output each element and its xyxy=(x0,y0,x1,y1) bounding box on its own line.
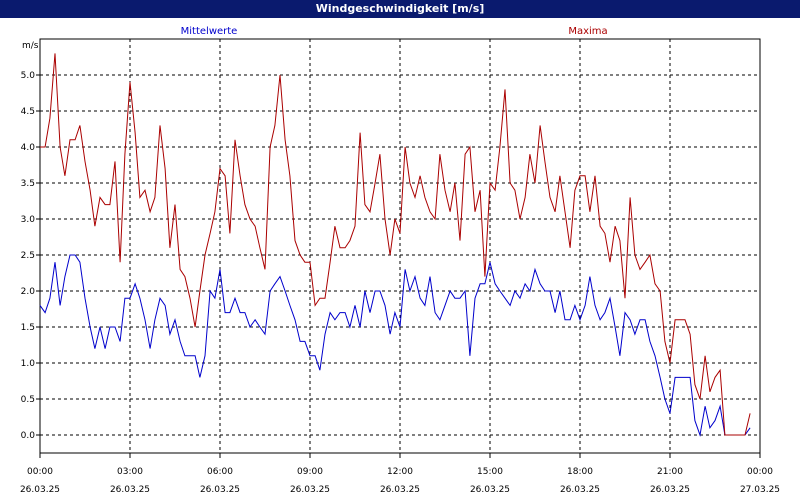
x-tick-date: 26.03.25 xyxy=(380,485,420,495)
x-tick-time: 18:00 xyxy=(567,467,593,477)
y-tick-label: 2.5 xyxy=(21,251,35,261)
y-tick-label: 3.5 xyxy=(21,179,35,189)
y-axis-label: m/s xyxy=(22,41,39,51)
x-tick-time: 09:00 xyxy=(297,467,323,477)
y-tick-label: 1.5 xyxy=(21,323,35,333)
series-lines xyxy=(39,53,751,437)
y-axis-ticks: 0.0 0.5 1.0 1.5 2.0 2.5 3.0 3.5 4.0 4.5 5.0 xyxy=(21,71,40,441)
series-line-mittelwerte xyxy=(39,254,751,437)
x-tick-time: 21:00 xyxy=(657,467,683,477)
x-tick-date: 26.03.25 xyxy=(560,485,600,495)
y-tick-label: 4.0 xyxy=(21,143,36,153)
x-tick-time: 15:00 xyxy=(477,467,503,477)
x-tick-time: 00:00 xyxy=(27,467,53,477)
x-axis-ticks: 00:00 26.03.25 03:00 26.03.25 06:00 26.03.25 0… xyxy=(20,453,780,495)
y-tick-label: 4.5 xyxy=(21,107,35,117)
x-tick-time: 06:00 xyxy=(207,467,233,477)
x-tick-date: 26.03.25 xyxy=(290,485,330,495)
y-tick-label: 3.0 xyxy=(21,215,36,225)
x-tick-time: 00:00 xyxy=(747,467,773,477)
x-tick-date: 26.03.25 xyxy=(470,485,510,495)
x-tick-date: 26.03.25 xyxy=(20,485,60,495)
y-tick-label: 5.0 xyxy=(21,71,36,81)
series-line-maxima xyxy=(40,53,751,436)
x-tick-date: 26.03.25 xyxy=(110,485,150,495)
y-tick-label: 0.5 xyxy=(21,395,35,405)
x-tick-time: 03:00 xyxy=(117,467,143,477)
y-tick-label: 0.0 xyxy=(21,431,36,441)
chart-title: Windgeschwindigkeit [m/s] xyxy=(0,0,800,18)
x-tick-date: 26.03.25 xyxy=(650,485,690,495)
x-tick-date: 27.03.25 xyxy=(740,485,780,495)
x-tick-date: 26.03.25 xyxy=(200,485,240,495)
y-tick-label: 1.0 xyxy=(21,359,36,369)
legend-mittelwerte: Mittelwerte xyxy=(181,26,238,37)
legend-maxima: Maxima xyxy=(568,26,607,37)
x-tick-time: 12:00 xyxy=(387,467,413,477)
y-tick-label: 2.0 xyxy=(21,287,36,297)
